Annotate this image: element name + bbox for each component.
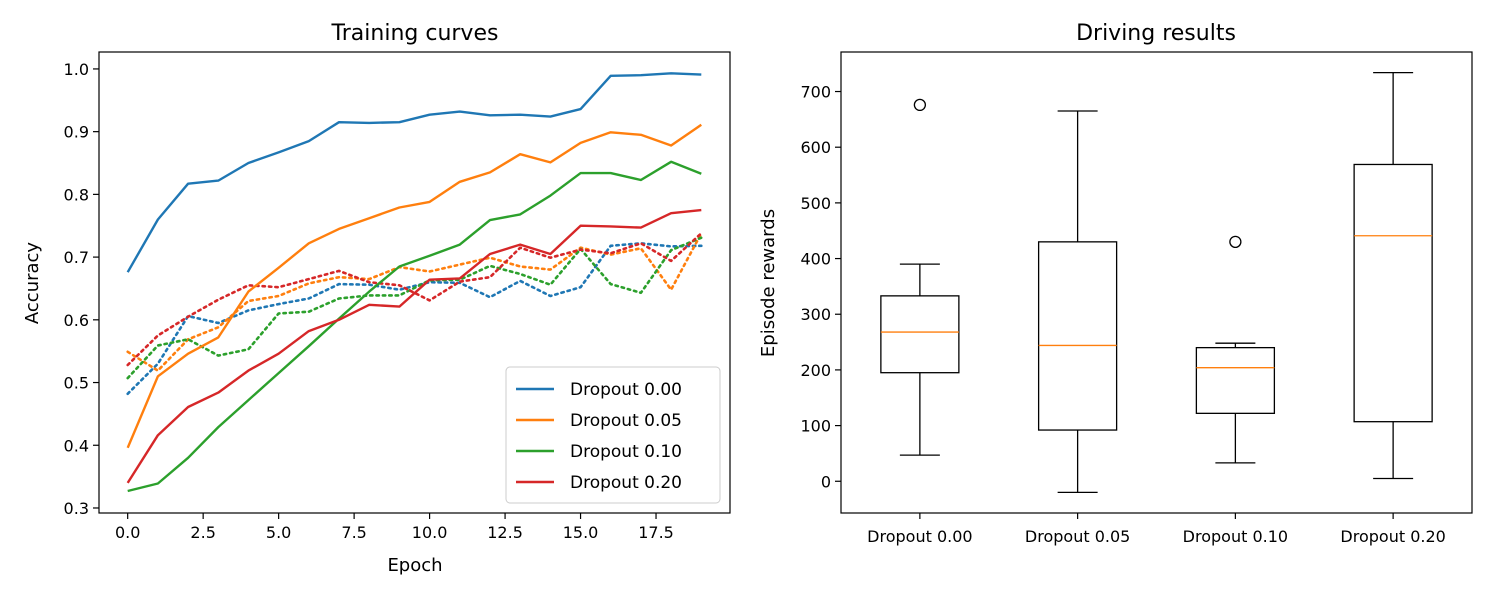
legend: Dropout 0.00 Dropout 0.05 Dropout 0.10 Drop…	[505, 366, 721, 504]
box-iqr	[1353, 163, 1433, 423]
series-line-1	[126, 123, 702, 449]
outlier-point	[913, 98, 927, 112]
legend-box	[505, 366, 721, 504]
dotted-series-line-6	[126, 236, 703, 380]
x-tick-label: 5.0	[266, 523, 291, 542]
plot-frame	[840, 51, 1473, 514]
x-tick-label: Dropout 0.00	[867, 527, 972, 546]
x-tick-label: Dropout 0.20	[1340, 527, 1445, 546]
y-tick-label: 500	[800, 194, 831, 213]
y-tick-label: 0	[821, 472, 831, 491]
x-tick-label: Dropout 0.10	[1183, 527, 1288, 546]
box-iqr	[1037, 241, 1118, 431]
y-tick-label: 300	[800, 305, 831, 324]
y-tick-label: 0.5	[64, 374, 89, 393]
y-axis-title: Accuracy	[22, 242, 43, 325]
chart-title: Driving results	[1076, 21, 1236, 46]
y-tick-label: 0.9	[64, 123, 89, 142]
legend-label: Dropout 0.10	[570, 442, 682, 462]
plot-frame	[98, 51, 731, 514]
box-plots	[880, 71, 1433, 494]
y-tick-label: 700	[800, 83, 831, 102]
y-tick-label: 0.8	[64, 185, 89, 204]
x-tick-label: 10.0	[412, 523, 448, 542]
x-tick-label: Dropout 0.05	[1025, 527, 1130, 546]
y-axis-ticks: 0.3 0.4 0.5 0.6 0.7 0.8 0.9 1.0	[64, 60, 99, 518]
y-tick-label: 1.0	[64, 60, 89, 79]
x-tick-label: 7.5	[341, 523, 366, 542]
y-tick-label: 0.4	[64, 436, 89, 455]
series-line-3	[126, 208, 702, 484]
legend-label: Dropout 0.20	[570, 473, 682, 493]
dotted-series-line-7	[126, 232, 703, 367]
dotted-series-line-5	[126, 232, 703, 372]
y-tick-label: 200	[800, 361, 831, 380]
training-curves-chart: Training curves 0.0 2.5 5.0 7.5 10.0 12.5 15.0…	[22, 21, 731, 576]
outlier-point	[1229, 235, 1242, 249]
y-tick-label: 100	[800, 417, 831, 436]
y-tick-label: 0.7	[64, 248, 89, 267]
x-axis-title: Epoch	[387, 555, 442, 576]
y-tick-label: 400	[800, 250, 831, 269]
y-tick-label: 0.6	[64, 311, 89, 330]
driving-results-chart: Driving results Dropout 0.00 Dropout 0.05…	[758, 21, 1473, 546]
training-series-lines	[126, 72, 703, 493]
x-tick-label: 12.5	[487, 523, 523, 542]
y-axis-ticks: 0 100 200 300 400 500 600 700	[800, 83, 841, 491]
x-axis-ticks: 0.0 2.5 5.0 7.5 10.0 12.5 15.0 17.5	[115, 513, 674, 542]
box-iqr	[880, 295, 960, 374]
dotted-series-line-4	[126, 242, 703, 396]
box-plot-2	[1195, 235, 1276, 464]
x-tick-label: 0.0	[115, 523, 140, 542]
x-tick-label: 15.0	[563, 523, 599, 542]
y-tick-label: 0.3	[64, 499, 89, 518]
legend-label: Dropout 0.00	[570, 380, 682, 400]
x-tick-label: 17.5	[638, 523, 674, 542]
series-line-0	[126, 72, 702, 273]
box-plot-0	[880, 98, 960, 456]
series-line-2	[127, 160, 702, 493]
y-tick-label: 600	[800, 138, 831, 157]
y-axis-title: Episode rewards	[758, 209, 779, 357]
chart-title: Training curves	[331, 21, 499, 46]
box-iqr	[1195, 346, 1276, 414]
box-plot-3	[1353, 71, 1433, 480]
legend-label: Dropout 0.05	[570, 411, 682, 431]
box-plot-1	[1037, 110, 1118, 494]
x-tick-label: 2.5	[190, 523, 215, 542]
x-axis-ticks: Dropout 0.00 Dropout 0.05 Dropout 0.10 Drop…	[867, 513, 1446, 546]
